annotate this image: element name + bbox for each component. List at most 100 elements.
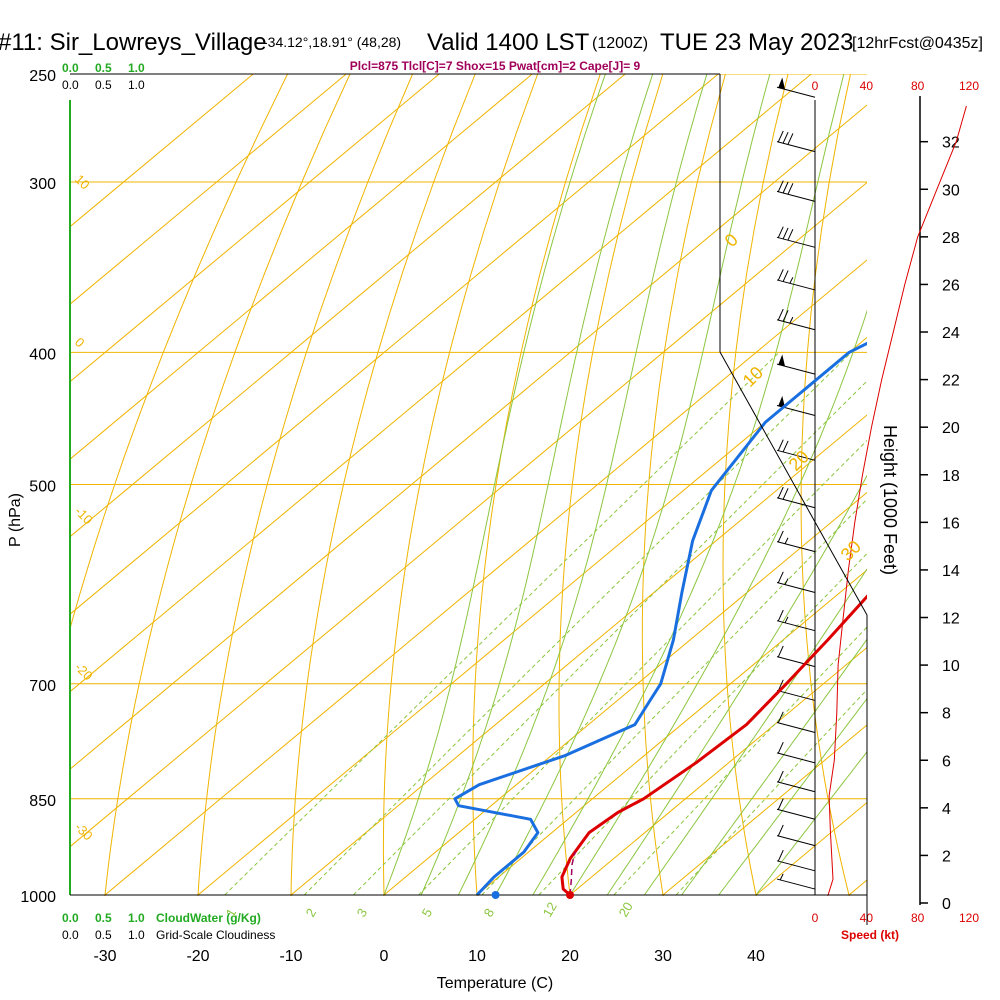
valid-time: Valid 1400 LST (427, 29, 590, 56)
wind-barb-half (789, 277, 794, 284)
isotherm-line (197, 336, 867, 896)
temperature-tick-label: 0 (380, 948, 389, 965)
wind-barb (776, 354, 816, 375)
wind-barb-staff (776, 721, 816, 733)
pressure-tick-label: 250 (29, 68, 56, 85)
wind-barb-full (777, 711, 784, 724)
wind-barb-full (777, 679, 784, 691)
cloud-top-1-a: 0.0 (62, 61, 79, 75)
height-tick-label: 20 (942, 420, 960, 437)
wind-barbs (776, 77, 816, 890)
pressure-tick-label: 700 (29, 678, 56, 695)
height-tick-label: 0 (942, 896, 951, 913)
mixing-ratio-line (418, 439, 867, 896)
speed-tick-bottom: 120 (959, 911, 979, 925)
moist-adiabat-line (643, 568, 867, 896)
height-tick-label: 18 (942, 468, 960, 485)
wind-barb (776, 269, 816, 291)
isotherm-line (70, 74, 812, 693)
speed-tick-top: 0 (812, 79, 819, 93)
height-tick-label: 24 (942, 325, 960, 342)
mixing-ratio-line (675, 689, 867, 896)
pressure-tick-label: 300 (29, 176, 56, 193)
dry-adiabat-line (70, 74, 289, 631)
speed-tick-bottom: 80 (911, 911, 925, 925)
temperature-tick-label: 10 (468, 948, 486, 965)
dewpoint-line (453, 341, 867, 896)
isotherm-line (70, 181, 867, 848)
dry-adiabat-line (558, 74, 664, 896)
height-tick-label: 16 (942, 515, 960, 532)
height-tick-label: 2 (942, 848, 951, 865)
wind-barb-staff (776, 620, 816, 632)
pressure-tick-label: 850 (29, 793, 56, 810)
isotherm-line (476, 569, 867, 896)
cloud-top-1-b: 0.5 (95, 61, 112, 75)
speed-tick-bottom: 40 (860, 911, 874, 925)
cloud-bottom-1-a: 0.0 (62, 911, 79, 925)
wind-barb (776, 226, 816, 248)
wind-barb-full (777, 486, 784, 499)
wind-barb-full (787, 228, 794, 241)
dry-adiabat-line (722, 74, 789, 896)
wind-barb-full (787, 183, 794, 195)
wind-barb-half (784, 578, 789, 585)
wind-barb-full (777, 269, 784, 281)
wind-barb (776, 645, 816, 668)
cloud-bottom-1-b: 0.5 (95, 911, 112, 925)
wind-barb-full (782, 270, 789, 282)
height-tick-label: 14 (942, 563, 960, 580)
dry-adiabat-line (382, 74, 539, 896)
wind-barb-full (777, 180, 784, 192)
cloud-bottom-2-b: 0.5 (95, 928, 112, 942)
dry-adiabat-line (104, 74, 351, 896)
pressure-tick-label: 500 (29, 479, 56, 496)
wind-barb-staff (776, 581, 816, 593)
dry-adiabat-line (800, 74, 852, 896)
wind-barb-full (782, 440, 789, 453)
mixing-ratio-label: 12 (540, 899, 560, 919)
wind-barb-full (777, 798, 784, 810)
temperature-tick-label: 20 (561, 948, 579, 965)
wind-barb-full (777, 571, 784, 584)
wind-barb-pennant (778, 354, 786, 367)
cloud-bottom-2-a: 0.0 (62, 928, 79, 942)
pressure-tick-label: 1000 (20, 889, 56, 906)
mixing-ratio-line (481, 498, 867, 896)
mixing-ratio-line (353, 380, 867, 896)
wind-barb-full (777, 741, 784, 754)
wind-barb-full (782, 310, 789, 322)
wind-barb-full (777, 530, 784, 543)
wind-barb (776, 439, 816, 461)
mixing-ratio-line (224, 351, 780, 896)
moist-adiabat-line (457, 74, 708, 896)
wind-barb (776, 711, 816, 733)
moist-adiabat-line (495, 74, 771, 896)
sounding-profiles (453, 341, 867, 896)
moist-adiabat-line (718, 697, 867, 896)
wind-barb-staff (776, 835, 816, 847)
moist-adiabat-line (569, 309, 867, 896)
isotherm-line (70, 74, 719, 615)
wind-barb-pennant (778, 395, 786, 408)
wind-barb-full (777, 645, 784, 658)
wind-barb (776, 530, 816, 553)
isotherm-line (290, 414, 867, 896)
frame-diagonal (719, 351, 868, 616)
isotherm-line (70, 104, 867, 770)
wind-barb-full (777, 770, 784, 783)
height-tick-label: 12 (942, 611, 960, 628)
height-tick-label: 4 (942, 801, 951, 818)
mixing-ratio-line (613, 626, 867, 896)
wind-barb (776, 77, 816, 98)
moist-adiabat-line (383, 74, 606, 896)
wind-barb-full (777, 849, 784, 862)
wind-barb (776, 679, 816, 701)
x-axis-title: Temperature (C) (437, 975, 553, 992)
wind-barb-full (782, 488, 789, 500)
wind-speed-panel: 0246810121416182022242628303200404080801… (812, 79, 980, 925)
cloud-top-1-c: 1.0 (128, 61, 145, 75)
speed-tick-top: 120 (959, 79, 979, 93)
wind-barb (776, 130, 816, 153)
